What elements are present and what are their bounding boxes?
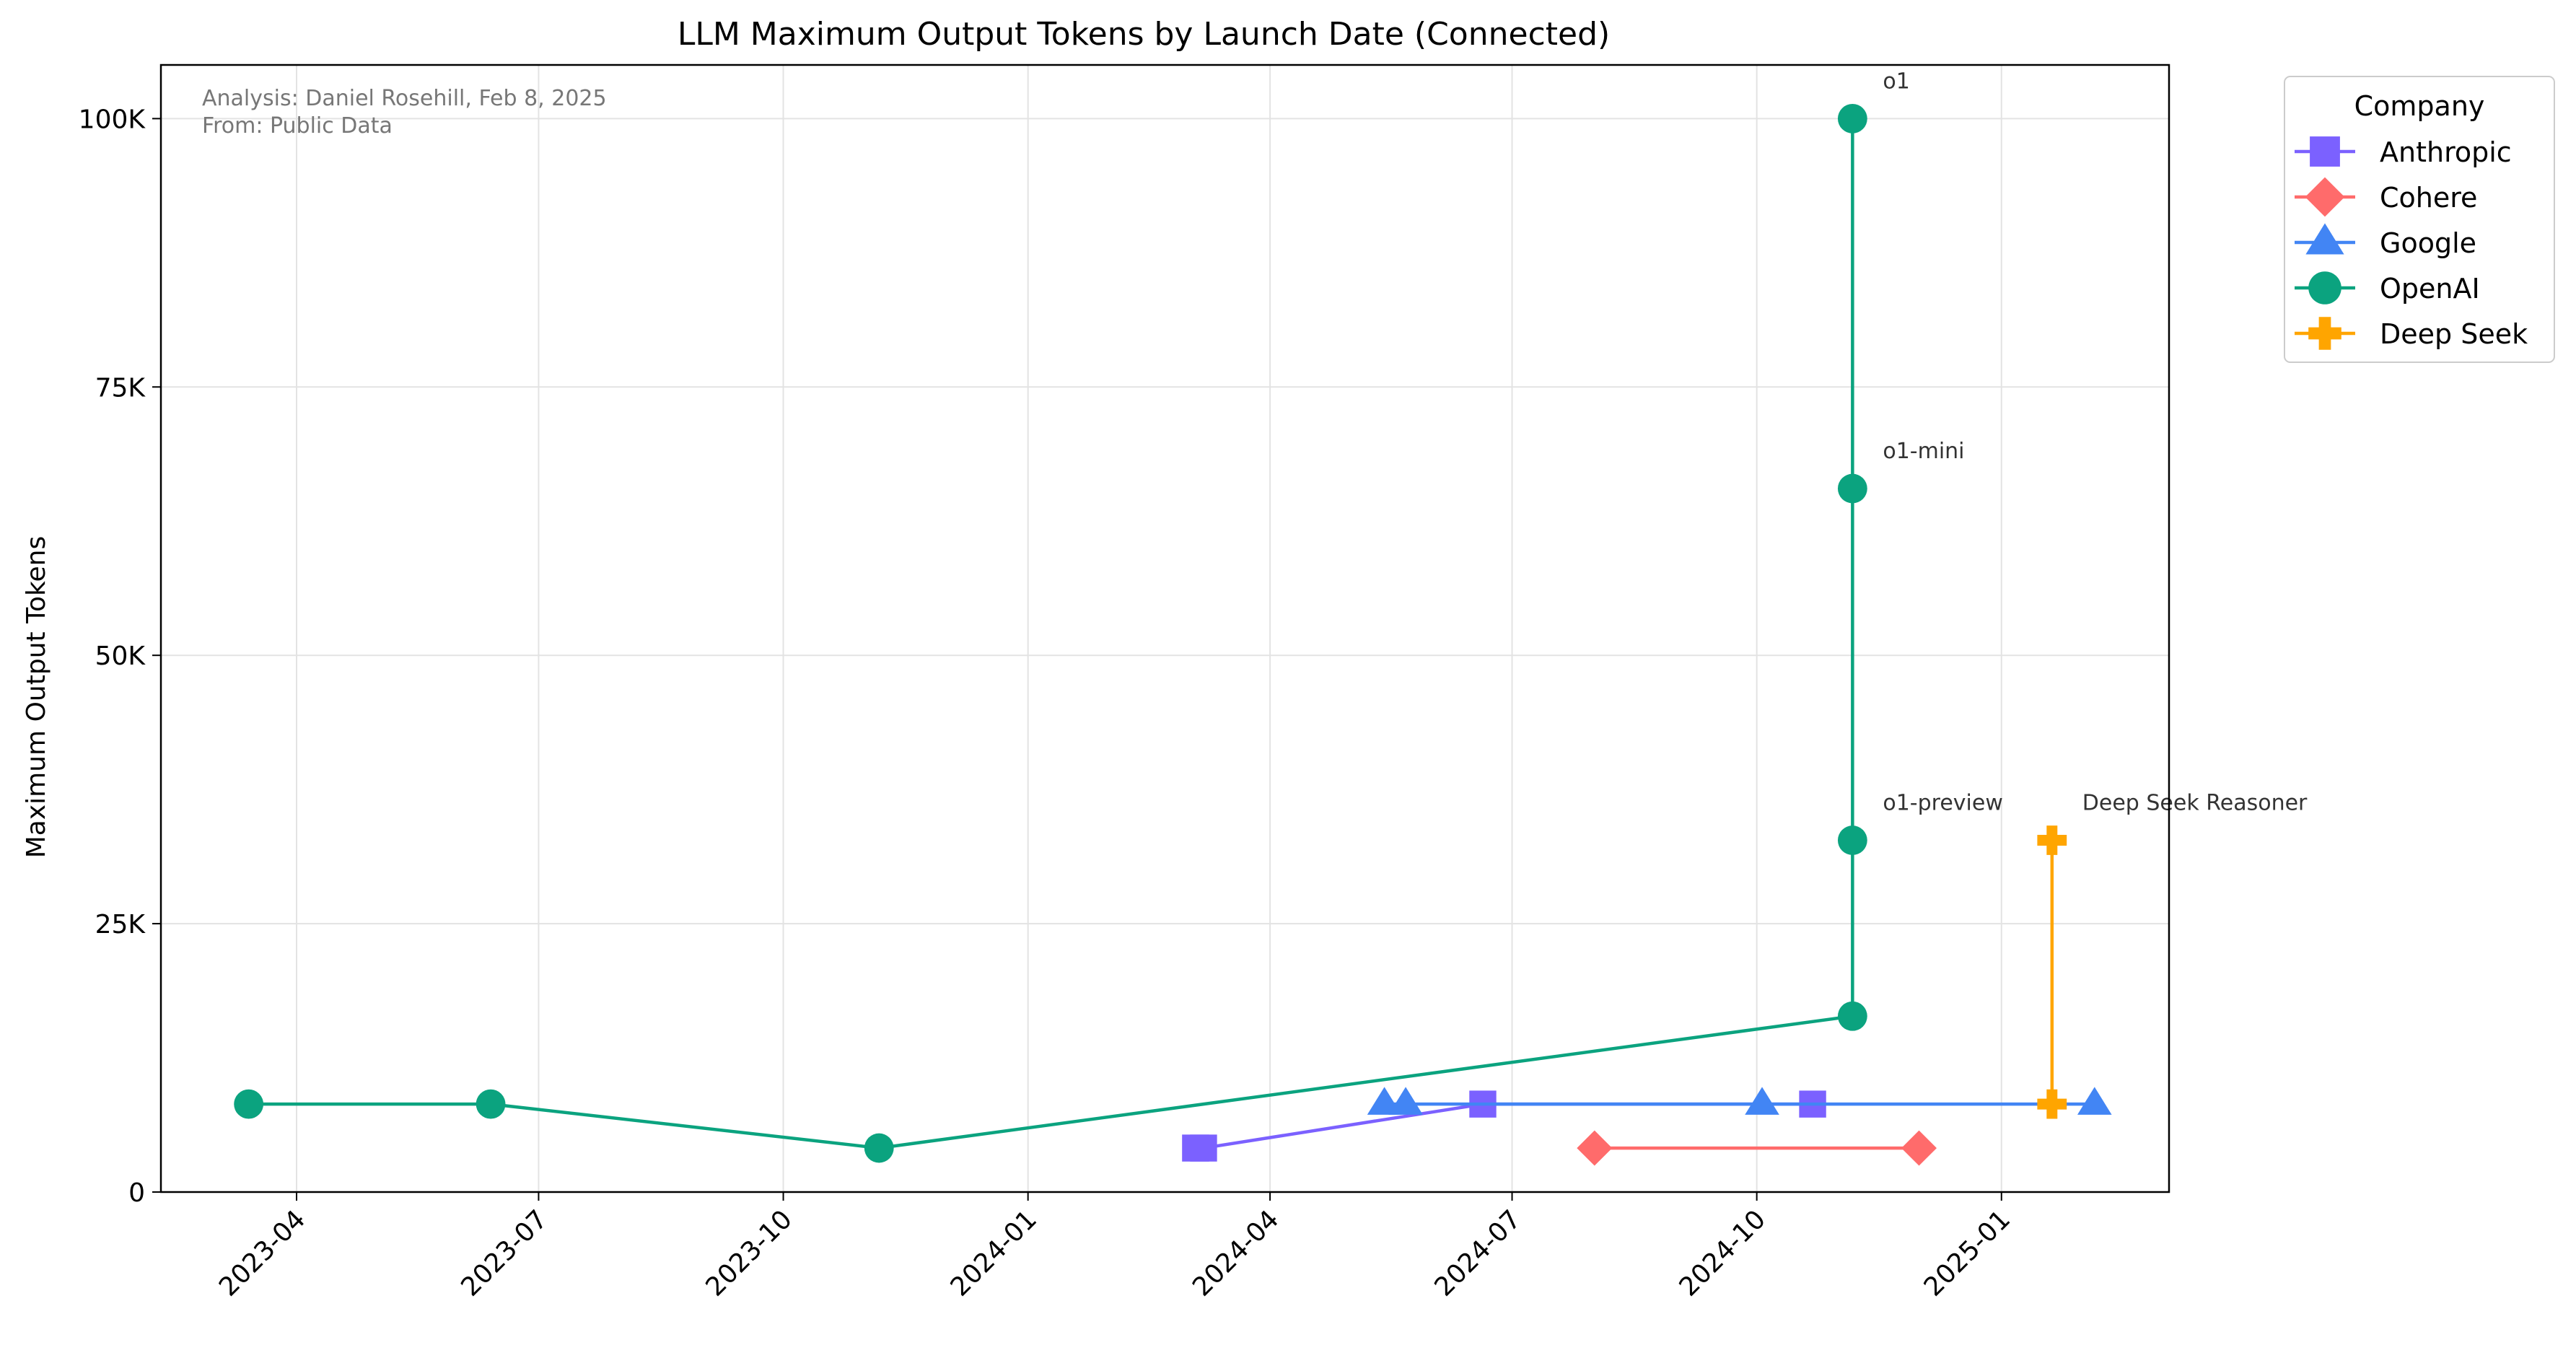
legend-item-anthropic: Anthropic (2295, 136, 2512, 168)
anthropic-point (1190, 1134, 1217, 1162)
x-tick-label: 2024-01 (945, 1204, 1043, 1302)
legend-swatch-marker (2305, 223, 2344, 255)
openai-point (1837, 1001, 1867, 1031)
plot-frame (159, 63, 2170, 1193)
google-point (1745, 1087, 1779, 1115)
deep-seek-point (2037, 1089, 2067, 1119)
legend-swatch-marker (2308, 317, 2341, 350)
openai-point (1837, 473, 1867, 504)
x-tick-label: 2023-04 (214, 1204, 311, 1302)
chart-title: LLM Maximum Output Tokens by Launch Date… (678, 16, 1610, 53)
legend-frame (2284, 76, 2555, 363)
x-tick-label: 2024-07 (1429, 1204, 1527, 1302)
annotation-layer: o1 o1-mini o1-preview Deep Seek Reasoner (1883, 69, 2308, 815)
legend-swatch-marker (2308, 271, 2341, 305)
y-tick-label: 75K (95, 373, 146, 403)
openai-line (248, 118, 1854, 1150)
openai-point (476, 1089, 506, 1119)
y-tick-label: 50K (95, 641, 146, 671)
y-tick-label: 100K (79, 105, 146, 134)
x-tick-label: 2023-10 (701, 1204, 798, 1302)
y-axis-title: Maximum Output Tokens (22, 536, 51, 859)
legend: Company Anthropic Cohere Google OpenAI Deep … (2284, 76, 2555, 363)
corner-note-analysis: Analysis: Daniel Rosehill, Feb 8, 2025 (202, 86, 607, 111)
legend-item-openai: OpenAI (2295, 271, 2480, 305)
legend-swatch-marker (2310, 136, 2340, 167)
point-annotation: o1-preview (1883, 791, 2003, 816)
point-annotation: o1 (1883, 69, 1909, 94)
deep-seek-point (2037, 825, 2067, 855)
series-layer (234, 103, 2112, 1166)
openai-point (864, 1133, 894, 1163)
legend-label: Anthropic (2380, 136, 2512, 168)
y-tick-label: 0 (128, 1178, 145, 1208)
legend-swatch-marker (2305, 177, 2345, 217)
x-tick-label: 2025-01 (1919, 1204, 2016, 1302)
x-tick-label: 2024-04 (1187, 1204, 1284, 1302)
legend-items: Anthropic Cohere Google OpenAI Deep Seek (2295, 136, 2528, 350)
legend-title: Company (2354, 90, 2485, 122)
y-tick-label: 25K (95, 910, 146, 939)
legend-item-google: Google (2295, 223, 2476, 259)
cohere-point (1901, 1130, 1937, 1166)
x-tick-label: 2024-10 (1674, 1204, 1771, 1302)
legend-label: Deep Seek (2380, 318, 2528, 350)
anthropic-line (1195, 1102, 1813, 1150)
cohere-point (1577, 1130, 1613, 1166)
legend-label: Google (2380, 227, 2476, 259)
openai-point (1837, 103, 1867, 133)
openai-point (234, 1089, 264, 1119)
corner-note-source: From: Public Data (202, 113, 393, 139)
grid-layer (161, 65, 2169, 1193)
legend-item-cohere: Cohere (2295, 177, 2477, 217)
legend-label: Cohere (2380, 182, 2477, 214)
openai-point (1837, 825, 1867, 855)
legend-label: OpenAI (2380, 273, 2480, 305)
x-tick-label: 2023-07 (455, 1204, 553, 1302)
google-point (2077, 1087, 2112, 1115)
google-point (1388, 1087, 1423, 1115)
legend-item-deep-seek: Deep Seek (2295, 317, 2528, 350)
axis-layer: 2023-04 2023-07 2023-10 2024-01 2024-04 2024-… (79, 63, 2170, 1302)
point-annotation: Deep Seek Reasoner (2082, 791, 2308, 816)
point-annotation: o1-mini (1883, 439, 1964, 464)
